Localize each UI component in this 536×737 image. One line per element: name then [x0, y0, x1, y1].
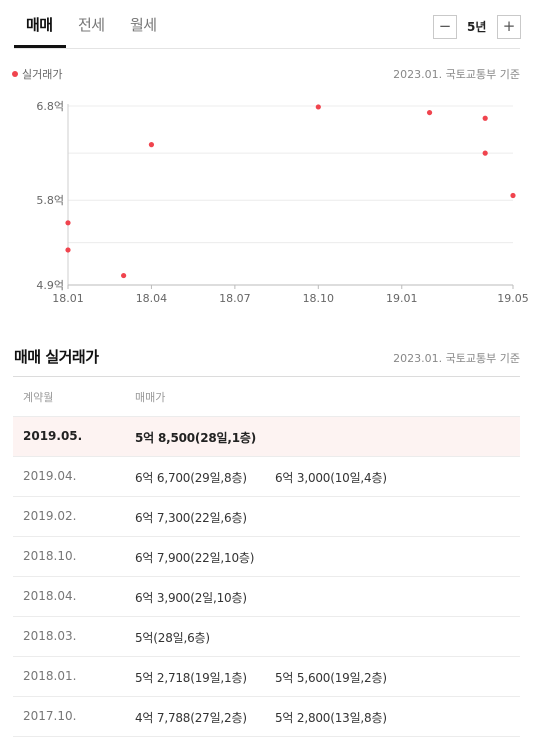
row-sale-price: 4억 7,788(27일,2층)	[135, 711, 247, 725]
header-contract-month: 계약월	[23, 391, 54, 404]
row-sale-price: 5억 2,718(19일,1층)	[135, 671, 247, 685]
y-tick-label: 4.9억	[36, 279, 64, 292]
table-row: 2018.03. 5억(28일,6층)	[13, 617, 520, 657]
deal-type-tabs: 매매 전세 월세	[14, 0, 520, 49]
y-tick-label: 5.8억	[36, 194, 64, 207]
period-value: 5년	[467, 20, 487, 34]
data-point	[121, 272, 127, 279]
table-row: 2018.04. 6억 3,900(2일,10층)	[13, 577, 520, 617]
table-row: 2019.04. 6억 6,700(29일,8층) 6억 3,000(10일,4층)	[13, 457, 520, 497]
row-contract-month: 2018.04.	[23, 589, 77, 603]
tab-jeonse[interactable]: 전세	[78, 16, 105, 34]
x-tick-label: 18.04	[136, 292, 168, 305]
row-contract-month: 2017.10.	[23, 709, 77, 723]
chart-points	[65, 104, 516, 279]
table-body: 2019.05. 5억 8,500(28일,1층) 2019.04. 6억 6,700…	[13, 417, 520, 737]
row-contract-month: 2018.03.	[23, 629, 77, 643]
row-sale-price: 6억 6,700(29일,8층)	[135, 471, 247, 485]
row-contract-month: 2019.04.	[23, 469, 77, 483]
increase-period-button[interactable]: +	[497, 15, 521, 39]
tab-monthly-rent[interactable]: 월세	[130, 16, 157, 34]
row-contract-month: 2019.05.	[23, 429, 83, 443]
data-point	[315, 104, 321, 110]
row-contract-month: 2018.10.	[23, 549, 77, 563]
chart-grid	[68, 105, 513, 244]
row-sale-price: 5억(28일,6층)	[135, 631, 210, 645]
table-header: 계약월 매매가	[13, 377, 520, 417]
plus-icon: +	[502, 17, 516, 35]
table-row: 2018.01. 5억 2,718(19일,1층) 5억 5,600(19일,2층)	[13, 657, 520, 697]
active-tab-indicator	[14, 45, 66, 48]
minus-icon: −	[438, 17, 452, 35]
table-source: 2023.01. 국토교통부 기준	[393, 352, 520, 365]
decrease-period-button[interactable]: −	[433, 15, 457, 39]
table-row: 2019.02. 6억 7,300(22일,6층)	[13, 497, 520, 537]
transaction-table: 계약월 매매가 2019.05. 5억 8,500(28일,1층) 2019.04.…	[13, 376, 520, 737]
chart-source: 2023.01. 국토교통부 기준	[393, 68, 520, 81]
table-row: 2017.10. 4억 7,788(27일,2층) 5억 2,800(13일,8층)	[13, 697, 520, 737]
row-sale-price: 6억 7,900(22일,10층)	[135, 551, 255, 565]
header-sale-price: 매매가	[135, 391, 166, 404]
row-sale-price: 5억 5,600(19일,2층)	[275, 671, 387, 685]
x-tick-label: 18.01	[52, 292, 84, 305]
table-title: 매매 실거래가	[14, 348, 99, 366]
data-point	[148, 142, 155, 148]
period-stepper: − 5년 +	[433, 15, 521, 39]
row-sale-price: 6억 3,900(2일,10층)	[135, 591, 247, 605]
data-point	[482, 115, 488, 121]
data-point	[65, 220, 71, 226]
row-sale-price: 5억 2,800(13일,8층)	[275, 711, 387, 725]
tab-sale[interactable]: 매매	[26, 16, 53, 34]
row-sale-price: 6억 7,300(22일,6층)	[135, 511, 247, 525]
data-point	[482, 150, 488, 156]
row-contract-month: 2019.02.	[23, 509, 77, 523]
data-point	[426, 109, 433, 116]
x-tick-label: 19.01	[386, 292, 418, 305]
table-row: 2019.05. 5억 8,500(28일,1층)	[13, 417, 520, 457]
data-point	[65, 247, 71, 253]
legend-dot-icon	[12, 71, 18, 77]
y-tick-label: 6.8억	[36, 100, 64, 113]
x-tick-label: 19.05	[497, 292, 529, 305]
table-row: 2018.10. 6억 7,900(22일,10층)	[13, 537, 520, 577]
x-tick-label: 18.07	[219, 292, 251, 305]
row-contract-month: 2018.01.	[23, 669, 77, 683]
legend-label: 실거래가	[22, 68, 63, 81]
data-point	[510, 192, 516, 199]
chart-legend: 실거래가	[12, 66, 62, 82]
row-sale-price: 5억 8,500(28일,1층)	[135, 431, 256, 445]
row-sale-price: 6억 3,000(10일,4층)	[275, 471, 387, 485]
x-tick-label: 18.10	[303, 292, 335, 305]
